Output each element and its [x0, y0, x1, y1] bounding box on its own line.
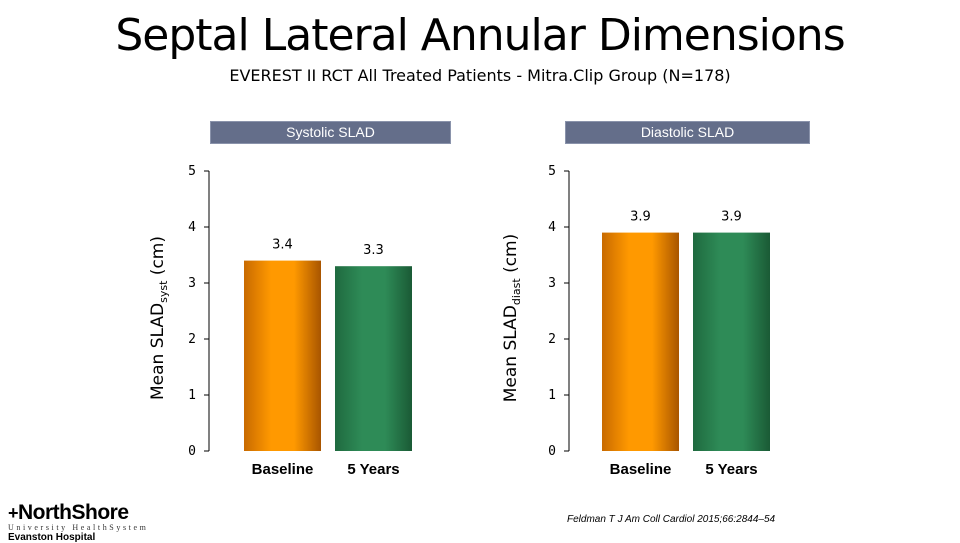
diastolic-y-tick-label: 0 [548, 444, 556, 459]
page-subtitle: EVEREST II RCT All Treated Patients - Mi… [229, 66, 731, 85]
diastolic-panel-header: Diastolic SLAD [565, 121, 810, 144]
systolic-category-label: Baseline [252, 461, 314, 478]
diastolic-bar-5-years [693, 232, 770, 451]
systolic-value-label: 3.4 [272, 238, 293, 253]
systolic-y-tick-label: 3 [188, 276, 196, 291]
diastolic-y-tick-label: 5 [548, 164, 556, 179]
systolic-y-axis-label: Mean SLADsyst (cm) [148, 236, 170, 400]
page-title: Septal Lateral Annular Dimensions [115, 10, 845, 61]
systolic-bar-5-years [335, 266, 412, 451]
diastolic-y-axis-label: Mean SLADdiast (cm) [501, 234, 523, 403]
citation: Feldman T J Am Coll Cardiol 2015;66:2844… [567, 514, 776, 525]
systolic-category-label: 5 Years [347, 461, 399, 478]
systolic-bar-baseline [244, 260, 321, 451]
systolic-y-tick-label: 1 [188, 388, 196, 403]
logo-name: NorthShore [18, 501, 129, 524]
diastolic-category-label: 5 Years [705, 461, 757, 478]
systolic-y-tick-label: 5 [188, 164, 196, 179]
diastolic-y-tick-label: 4 [548, 220, 556, 235]
logo-plus-icon: + [8, 503, 19, 523]
diastolic-category-label: Baseline [610, 461, 672, 478]
logo-subline: University HealthSystem [8, 523, 149, 532]
systolic-value-label: 3.3 [363, 243, 384, 258]
diastolic-y-tick-label: 2 [548, 332, 556, 347]
systolic-panel-header: Systolic SLAD [210, 121, 451, 144]
systolic-y-tick-label: 4 [188, 220, 196, 235]
diastolic-y-tick-label: 1 [548, 388, 556, 403]
systolic-y-tick-label: 0 [188, 444, 196, 459]
diastolic-value-label: 3.9 [630, 210, 651, 225]
systolic-y-tick-label: 2 [188, 332, 196, 347]
diastolic-bar-baseline [602, 232, 679, 451]
diastolic-value-label: 3.9 [721, 210, 742, 225]
logo-hospital: Evanston Hospital [8, 532, 96, 543]
northshore-logo: +NorthShore University HealthSystem Evan… [8, 501, 158, 543]
diastolic-y-tick-label: 3 [548, 276, 556, 291]
